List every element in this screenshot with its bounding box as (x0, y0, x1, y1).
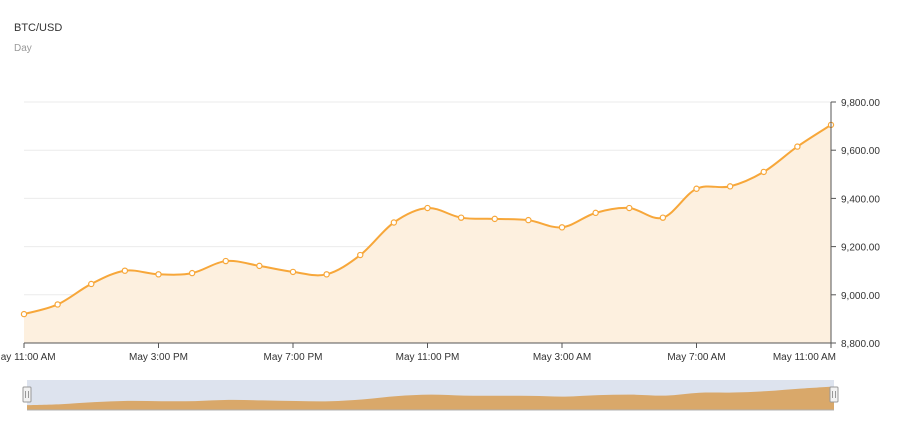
data-point[interactable] (760, 168, 767, 176)
data-point[interactable] (726, 183, 734, 190)
data-point[interactable] (457, 214, 465, 221)
data-point[interactable] (289, 268, 297, 276)
data-point[interactable] (188, 269, 196, 277)
data-point[interactable] (256, 262, 263, 270)
data-point[interactable] (659, 214, 667, 221)
data-point[interactable] (222, 257, 229, 265)
data-point[interactable] (20, 310, 28, 318)
data-point[interactable] (323, 271, 330, 278)
navigator[interactable] (22, 380, 839, 411)
y-tick-label: 8,800.00 (841, 339, 880, 350)
y-tick-label: 9,600.00 (841, 146, 880, 157)
x-tick-label: May 7:00 PM (264, 352, 323, 363)
y-tick-label: 9,800.00 (841, 98, 880, 109)
data-point[interactable] (88, 280, 95, 288)
chart-title: BTC/USD (14, 22, 63, 34)
y-tick-label: 9,200.00 (841, 243, 880, 254)
data-point[interactable] (357, 251, 364, 259)
navigator-handle-left[interactable] (22, 386, 32, 403)
data-point[interactable] (424, 204, 431, 212)
data-point[interactable] (558, 224, 566, 231)
data-point[interactable] (155, 271, 162, 278)
data-point[interactable] (525, 216, 532, 224)
chart-subtitle: Day (14, 43, 32, 54)
data-point[interactable] (592, 209, 599, 217)
y-tick-label: 9,000.00 (841, 291, 880, 302)
data-point[interactable] (121, 267, 129, 274)
navigator-series (27, 386, 834, 410)
data-point[interactable] (491, 215, 498, 223)
data-point[interactable] (54, 301, 61, 308)
x-tick-label: May 7:00 AM (667, 352, 725, 363)
navigator-handle-right[interactable] (829, 386, 839, 403)
data-point[interactable] (626, 204, 633, 212)
price-area (24, 124, 831, 344)
x-tick-label: May 3:00 AM (533, 352, 591, 363)
data-point[interactable] (794, 143, 801, 150)
x-tick-label: May 3:00 PM (129, 352, 188, 363)
x-tick-label: May 11:00 AM (0, 352, 56, 363)
x-tick-label: May 11:00 PM (396, 352, 460, 363)
axis-layer: 9,800.00 9,600.00 9,400.00 9,200.00 9,000.00… (0, 98, 880, 363)
data-point[interactable] (390, 219, 398, 226)
x-tick-label: May 11:00 AM (773, 352, 836, 363)
y-tick-label: 9,400.00 (841, 194, 880, 205)
data-point[interactable] (693, 185, 700, 192)
